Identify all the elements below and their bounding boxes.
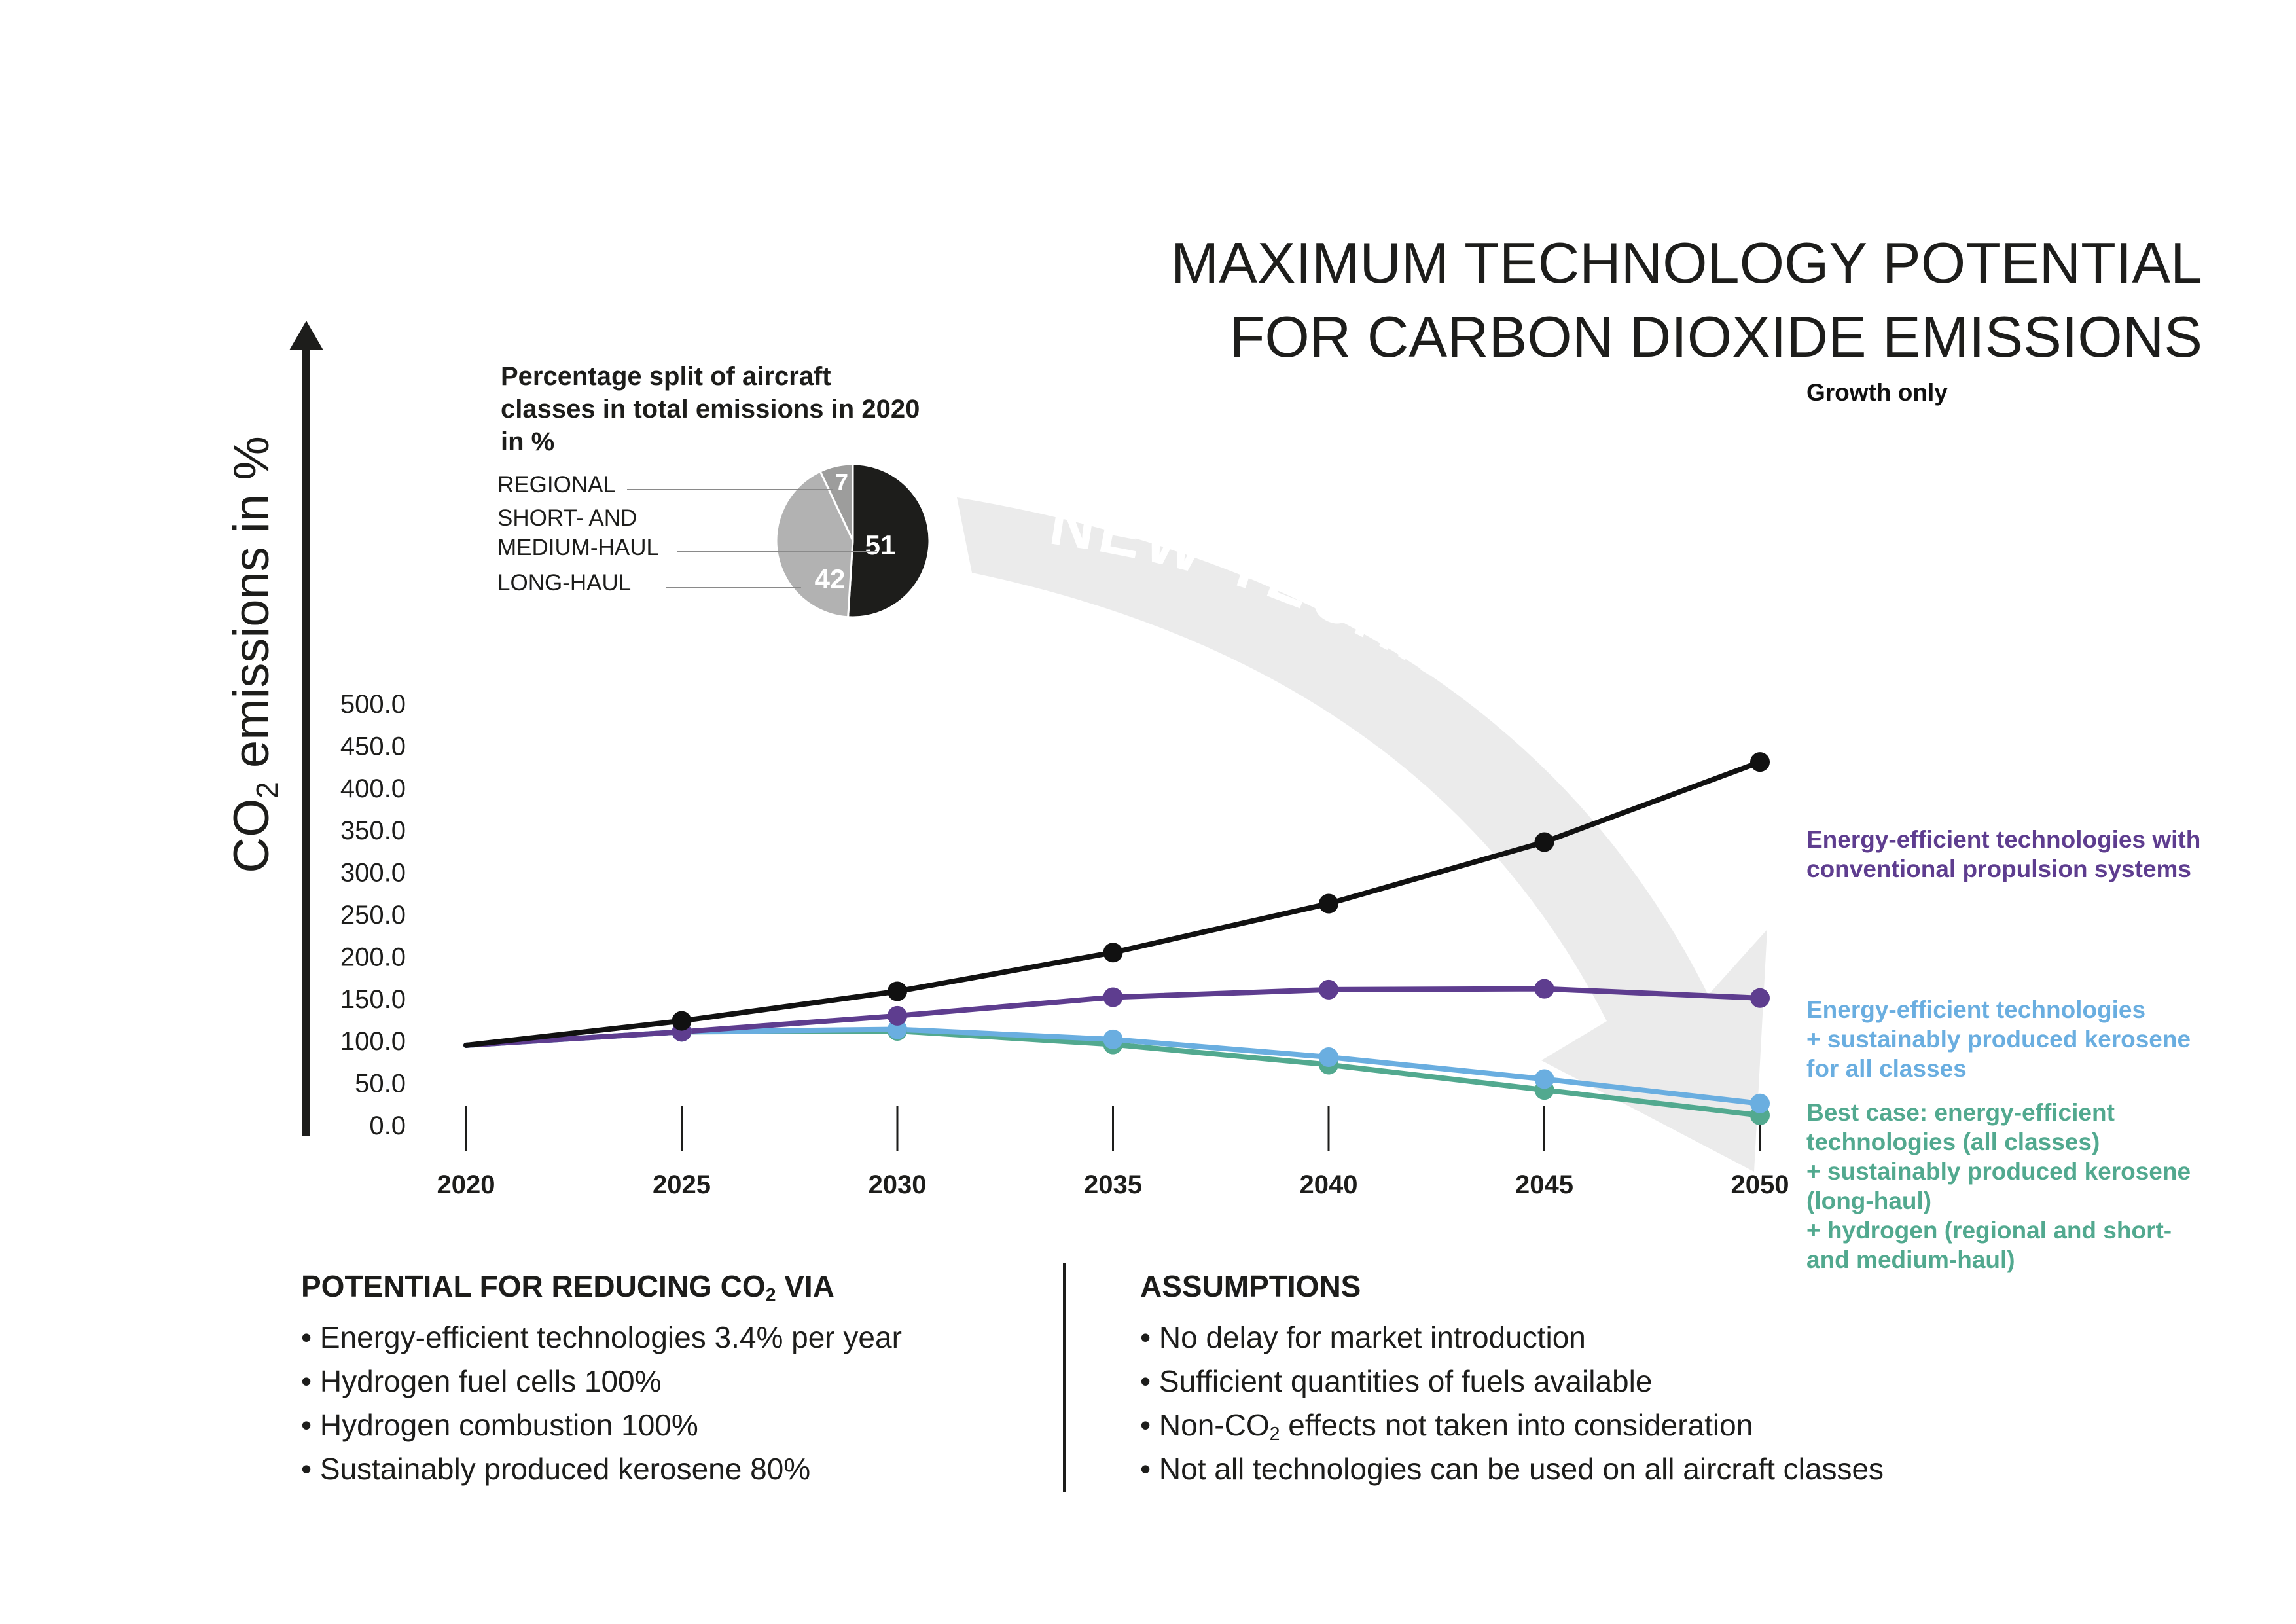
x-tick-label: 2050	[1731, 1170, 1789, 1199]
series-labels: Growth only Energy-efficient technologies…	[1806, 379, 2200, 1273]
x-tick-label: 2040	[1300, 1170, 1358, 1199]
series-point	[888, 1019, 907, 1039]
series-point	[1750, 752, 1770, 772]
list-item: Hydrogen fuel cells 100%	[301, 1360, 902, 1403]
series-label: Best case: energy-efficient	[1806, 1099, 2115, 1126]
x-tick-label: 2020	[437, 1170, 495, 1199]
y-axis-label-sub: 2	[250, 782, 284, 799]
pie-category-label: MEDIUM-HAUL	[497, 535, 659, 560]
y-tick-label: 350.0	[340, 816, 406, 845]
pie-category-label: LONG-HAUL	[497, 570, 631, 596]
series-point	[1319, 1047, 1338, 1067]
y-tick-label: 50.0	[355, 1070, 406, 1098]
series-point	[1319, 893, 1338, 914]
pie-value-label: 51	[865, 530, 896, 560]
pie-slice	[847, 463, 931, 619]
series-label: + sustainably produced kerosene	[1806, 1026, 2191, 1053]
series-label: for all classes	[1806, 1055, 1967, 1082]
y-axis: 0.0 50.0 100.0 150.0 200.0 250.0 300.0 350.0 400…	[224, 321, 406, 1140]
y-tick-label: 200.0	[340, 943, 406, 971]
x-tick-label: 2030	[869, 1170, 927, 1199]
x-tick-label: 2035	[1084, 1170, 1142, 1199]
section-divider	[1063, 1263, 1066, 1492]
pie-value-label: 7	[835, 469, 848, 496]
assumptions-title: ASSUMPTIONS	[1140, 1269, 1361, 1303]
series-label: conventional propulsion systems	[1806, 856, 2191, 882]
series-points	[672, 752, 1770, 1125]
series-point	[1534, 832, 1554, 852]
series-point	[1103, 987, 1123, 1007]
series-point	[888, 1005, 907, 1026]
y-axis-label-rest: emissions in %	[224, 436, 279, 782]
pie-category-label: REGIONAL	[497, 472, 616, 497]
series-point	[1319, 979, 1338, 1000]
list-item: Not all technologies can be used on all …	[1140, 1447, 1884, 1491]
list-item: Non-CO2 effects not taken into considera…	[1140, 1403, 1884, 1447]
y-tick-label: 400.0	[340, 774, 406, 803]
pie-title-line: classes in total emissions in 2020	[501, 395, 920, 424]
y-axis-line	[302, 347, 310, 1136]
inset-pie-chart: Percentage split of aircraft classes in t…	[497, 362, 931, 619]
series-point	[1534, 979, 1554, 999]
series-point	[1103, 1029, 1123, 1049]
list-item: Sufficient quantities of fuels available	[1140, 1360, 1884, 1403]
y-tick-label: 100.0	[340, 1027, 406, 1056]
series-point	[1750, 988, 1770, 1008]
chart-title-line: MAXIMUM TECHNOLOGY POTENTIAL	[1171, 230, 2202, 295]
y-axis-arrowhead	[289, 321, 323, 350]
y-axis-label: CO2 emissions in %	[224, 436, 284, 873]
list-item: No delay for market introduction	[1140, 1316, 1884, 1360]
list-item: Energy-efficient technologies 3.4% per y…	[301, 1316, 902, 1360]
list-item: Sustainably produced kerosene 80%	[301, 1447, 902, 1491]
series-label: (long-haul)	[1806, 1187, 1931, 1214]
series-point	[888, 981, 907, 1001]
x-axis: 2020 2025 2030 2035 2040 2045 2050	[437, 1106, 1789, 1199]
series-label: + sustainably produced kerosene	[1806, 1158, 2191, 1185]
pie-title-line: in %	[501, 427, 554, 456]
assumptions-list: No delay for market introduction Suffici…	[1140, 1316, 1884, 1491]
pie-category-label: SHORT- AND	[497, 505, 637, 531]
series-label: and medium-haul)	[1806, 1246, 2015, 1273]
series-point	[672, 1011, 692, 1031]
pie-value-label: 42	[815, 564, 846, 594]
y-tick-label: 450.0	[340, 732, 406, 761]
series-label: Energy-efficient technologies	[1806, 996, 2145, 1023]
series-label: technologies (all classes)	[1806, 1128, 2100, 1155]
y-axis-label-co: CO	[224, 799, 279, 873]
series-label: Growth only	[1806, 379, 1948, 406]
potential-title: POTENTIAL FOR REDUCING CO2 VIA	[301, 1269, 834, 1307]
x-tick-label: 2045	[1515, 1170, 1573, 1199]
y-tick-label: 250.0	[340, 901, 406, 929]
chart-title-line: FOR CARBON DIOXIDE EMISSIONS	[1230, 304, 2202, 369]
y-tick-label: 500.0	[340, 690, 406, 719]
x-tick-label: 2025	[653, 1170, 711, 1199]
series-point	[1103, 943, 1123, 963]
chart-title: MAXIMUM TECHNOLOGY POTENTIAL FOR CARBON D…	[1171, 230, 2202, 369]
series-label: + hydrogen (regional and short-	[1806, 1217, 2172, 1244]
series-point	[1534, 1069, 1554, 1089]
pie-slice	[775, 470, 854, 619]
pie-title-line: Percentage split of aircraft	[501, 362, 831, 391]
series-point	[1750, 1093, 1770, 1113]
y-tick-label: 0.0	[369, 1111, 406, 1140]
series-label: Energy-efficient technologies with	[1806, 826, 2200, 853]
y-tick-label: 300.0	[340, 859, 406, 888]
y-tick-label: 150.0	[340, 985, 406, 1014]
list-item: Hydrogen combustion 100%	[301, 1403, 902, 1447]
potential-list: Energy-efficient technologies 3.4% per y…	[301, 1316, 902, 1491]
